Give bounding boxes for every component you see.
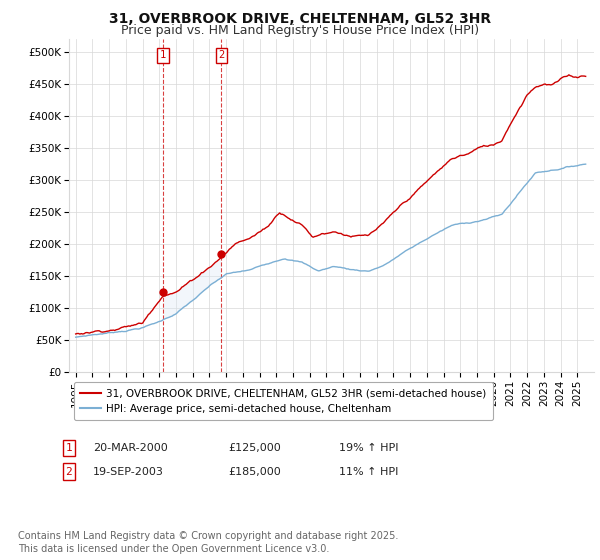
Text: 19-SEP-2003: 19-SEP-2003 xyxy=(93,466,164,477)
Text: 20-MAR-2000: 20-MAR-2000 xyxy=(93,443,168,453)
Text: Price paid vs. HM Land Registry's House Price Index (HPI): Price paid vs. HM Land Registry's House … xyxy=(121,24,479,36)
Text: 11% ↑ HPI: 11% ↑ HPI xyxy=(339,466,398,477)
Text: £185,000: £185,000 xyxy=(228,466,281,477)
Text: 19% ↑ HPI: 19% ↑ HPI xyxy=(339,443,398,453)
Text: 31, OVERBROOK DRIVE, CHELTENHAM, GL52 3HR: 31, OVERBROOK DRIVE, CHELTENHAM, GL52 3H… xyxy=(109,12,491,26)
Text: 2: 2 xyxy=(218,50,224,60)
Text: 1: 1 xyxy=(160,50,166,60)
Legend: 31, OVERBROOK DRIVE, CHELTENHAM, GL52 3HR (semi-detached house), HPI: Average pr: 31, OVERBROOK DRIVE, CHELTENHAM, GL52 3H… xyxy=(74,382,493,420)
Text: 2: 2 xyxy=(65,466,73,477)
Text: 1: 1 xyxy=(65,443,73,453)
Text: £125,000: £125,000 xyxy=(228,443,281,453)
Text: Contains HM Land Registry data © Crown copyright and database right 2025.
This d: Contains HM Land Registry data © Crown c… xyxy=(18,531,398,554)
